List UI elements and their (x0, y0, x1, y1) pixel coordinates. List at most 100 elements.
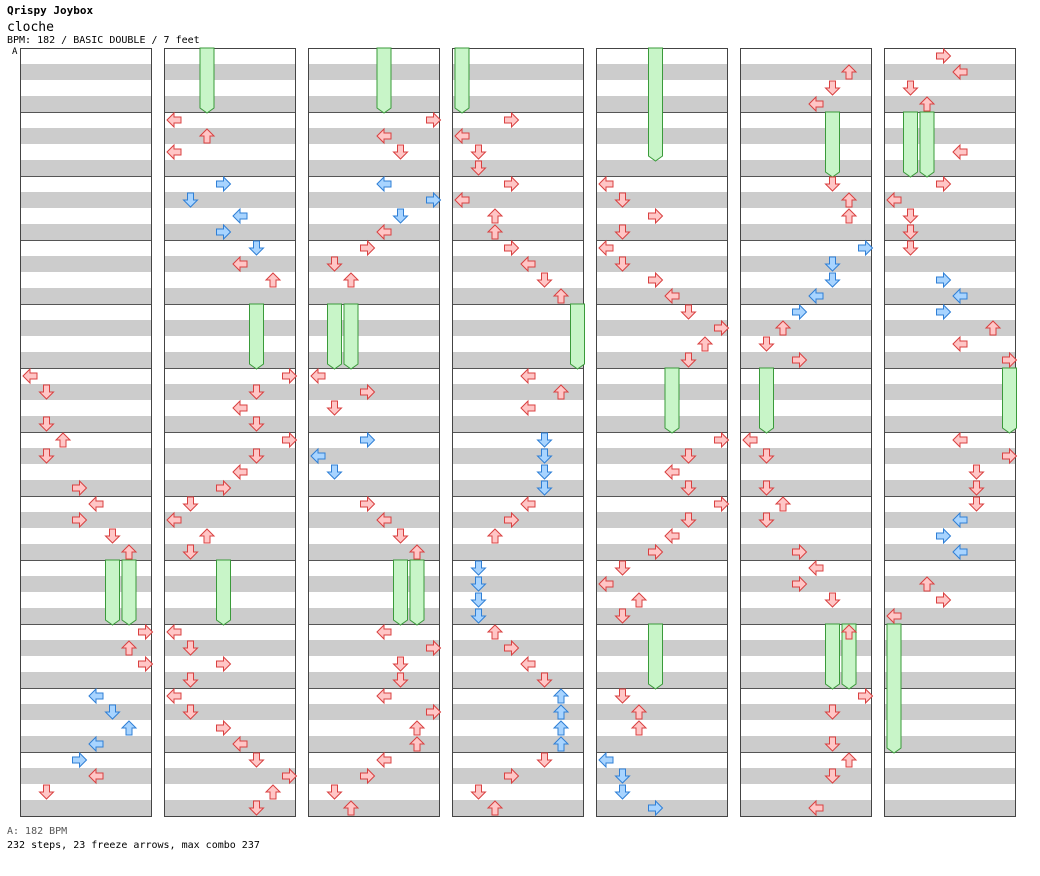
step-arrow-left-icon (376, 127, 392, 145)
beat-stripe (740, 64, 872, 80)
step-arrow-right-icon (504, 239, 520, 257)
beat-stripe (452, 64, 584, 80)
beat-stripe (308, 96, 440, 112)
beat-stripe (452, 128, 584, 144)
step-arrow-left-icon (520, 655, 536, 673)
beat-stripe (308, 192, 440, 208)
step-arrow-down-icon (248, 240, 265, 256)
beat-stripe (740, 96, 872, 112)
beat-stripe (20, 256, 152, 272)
step-arrow-left-icon (88, 495, 104, 513)
chart-column-border (308, 48, 440, 817)
step-arrow-left-icon (598, 175, 614, 193)
beat-stripe (596, 224, 728, 240)
song-title: cloche (7, 20, 54, 35)
step-arrow-left-icon (952, 335, 968, 353)
beat-stripe (20, 224, 152, 240)
step-arrow-right-icon (714, 495, 730, 513)
beat-stripe (884, 224, 1016, 240)
step-arrow-left-icon (232, 255, 248, 273)
beat-stripe (596, 736, 728, 752)
beat-stripe (20, 416, 152, 432)
step-arrow-up-icon (120, 544, 138, 560)
step-arrow-down-icon (470, 160, 487, 176)
step-arrow-up-icon (696, 336, 714, 352)
beat-stripe (596, 448, 728, 464)
beat-stripe (596, 352, 728, 368)
step-arrow-up-icon (918, 576, 936, 592)
step-arrow-down-icon (758, 512, 775, 528)
step-arrow-down-icon (758, 448, 775, 464)
step-arrow-left-icon (376, 223, 392, 241)
step-arrow-right-icon (936, 271, 952, 289)
step-arrow-left-icon (952, 543, 968, 561)
beat-stripe (884, 192, 1016, 208)
beat-stripe (884, 320, 1016, 336)
beat-stripe (740, 768, 872, 784)
step-arrow-right-icon (360, 495, 376, 513)
step-arrow-right-icon (216, 175, 232, 193)
step-arrow-left-icon (376, 687, 392, 705)
freeze-arrow (570, 303, 585, 370)
beat-stripe (452, 448, 584, 464)
step-arrow-left-icon (952, 63, 968, 81)
beat-stripe (164, 256, 296, 272)
step-arrow-down-icon (104, 528, 121, 544)
beat-stripe (164, 64, 296, 80)
step-arrow-down-icon (470, 592, 487, 608)
chart-column-border (452, 48, 584, 817)
step-arrow-down-icon (824, 176, 841, 192)
step-arrow-down-icon (182, 192, 199, 208)
beat-stripe (740, 256, 872, 272)
step-arrow-up-icon (486, 224, 504, 240)
step-arrow-down-icon (824, 736, 841, 752)
step-arrow-left-icon (952, 143, 968, 161)
step-arrow-up-icon (552, 736, 570, 752)
step-arrow-down-icon (536, 672, 553, 688)
step-arrow-down-icon (758, 336, 775, 352)
step-arrow-down-icon (968, 464, 985, 480)
beat-stripe (596, 576, 728, 592)
chart-info: BPM: 182 / BASIC DOUBLE / 7 feet (7, 35, 200, 46)
step-arrow-left-icon (808, 559, 824, 577)
step-arrow-up-icon (840, 624, 858, 640)
beat-stripe (164, 160, 296, 176)
step-arrow-left-icon (742, 431, 758, 449)
beat-stripe (596, 768, 728, 784)
bpm-marker: A (12, 47, 18, 57)
step-arrow-down-icon (824, 80, 841, 96)
step-arrow-left-icon (952, 431, 968, 449)
step-arrow-down-icon (392, 672, 409, 688)
step-arrow-left-icon (886, 191, 902, 209)
step-arrow-up-icon (630, 704, 648, 720)
step-arrow-left-icon (664, 527, 680, 545)
beat-stripe (308, 736, 440, 752)
freeze-arrow (376, 47, 392, 114)
step-arrow-right-icon (936, 591, 952, 609)
beat-stripe (596, 384, 728, 400)
chart-column-border (20, 48, 152, 817)
step-arrow-down-icon (392, 208, 409, 224)
step-arrow-down-icon (902, 240, 919, 256)
step-arrow-up-icon (198, 528, 216, 544)
beat-stripe (452, 416, 584, 432)
step-arrow-up-icon (486, 800, 504, 816)
beat-stripe (164, 736, 296, 752)
beat-stripe (20, 352, 152, 368)
beat-stripe (884, 704, 1016, 720)
step-arrow-up-icon (840, 64, 858, 80)
beat-stripe (308, 640, 440, 656)
step-arrow-left-icon (520, 255, 536, 273)
step-arrow-left-icon (232, 399, 248, 417)
step-arrow-right-icon (936, 175, 952, 193)
step-arrow-right-icon (504, 111, 520, 129)
beat-stripe (20, 128, 152, 144)
step-arrow-down-icon (182, 672, 199, 688)
step-arrow-up-icon (840, 208, 858, 224)
step-arrow-down-icon (248, 384, 265, 400)
beat-stripe (20, 768, 152, 784)
beat-stripe (20, 448, 152, 464)
step-arrow-left-icon (166, 511, 182, 529)
step-arrow-right-icon (1002, 447, 1018, 465)
beat-stripe (20, 192, 152, 208)
